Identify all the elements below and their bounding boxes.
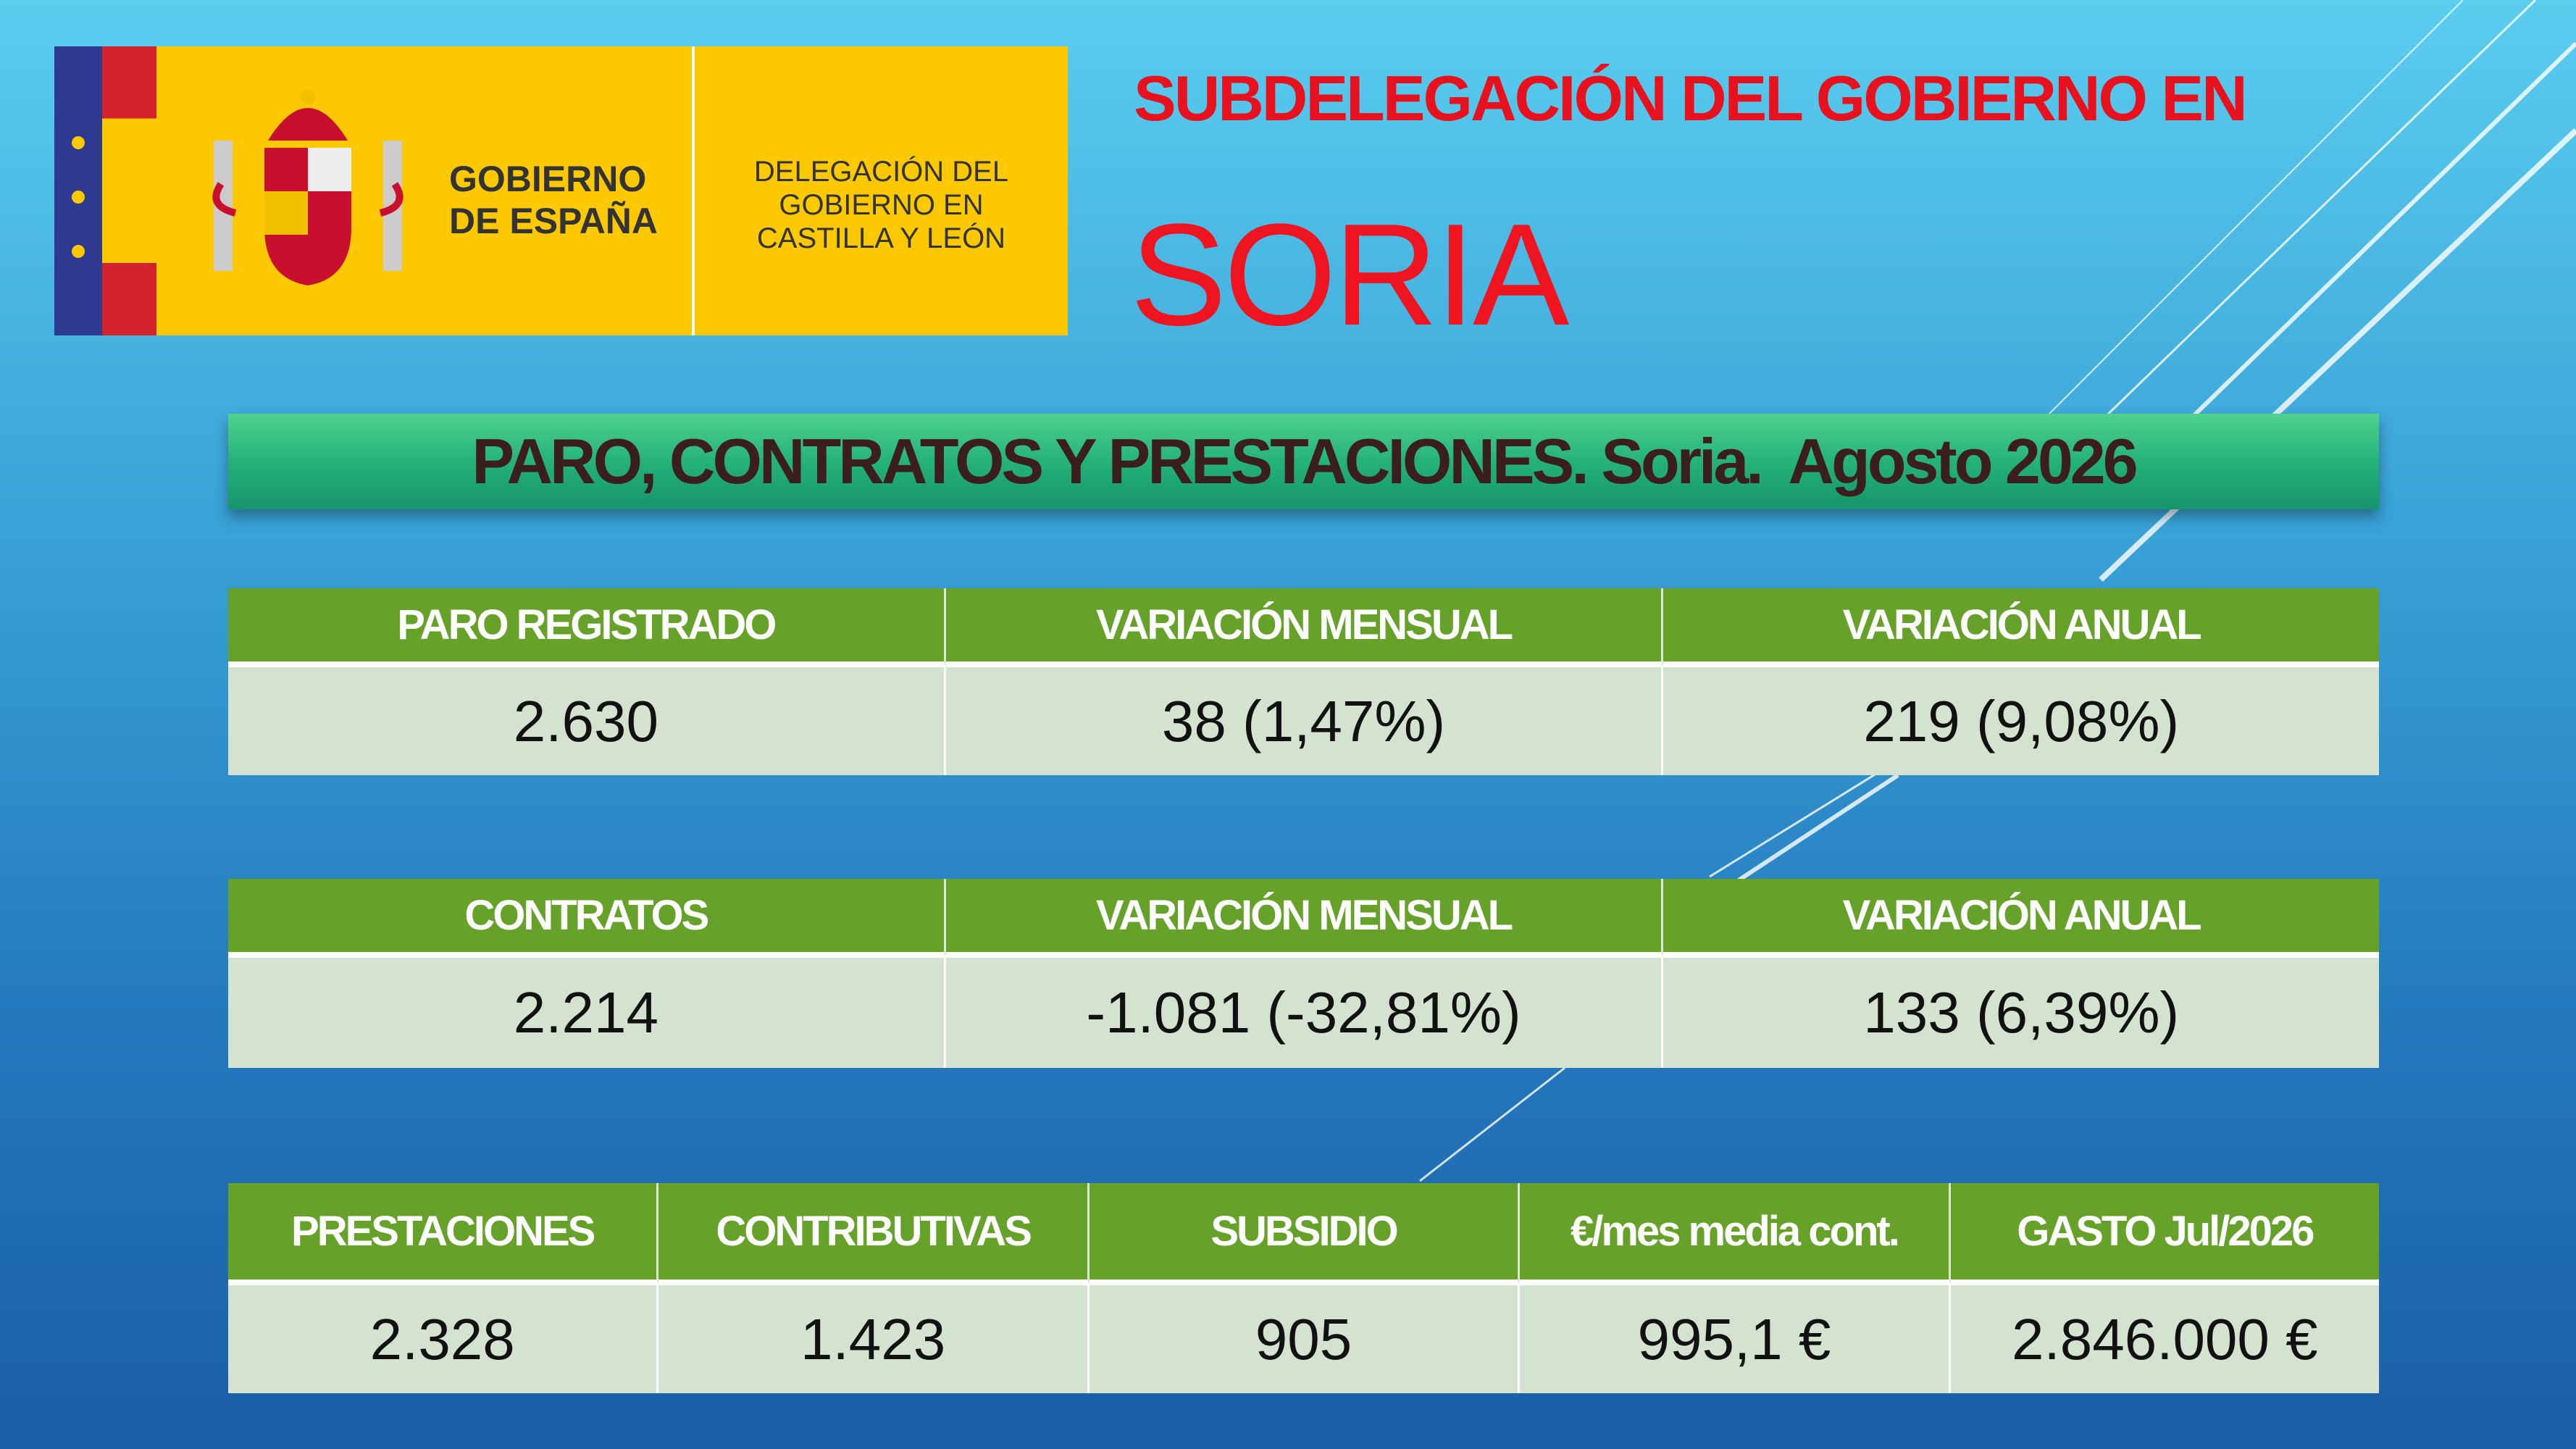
subtitle: SUBDELEGACIÓN DEL GOBIERNO EN [1134, 62, 2248, 134]
table: PARO REGISTRADO VARIACIÓN MENSUAL VARIACIÓ… [228, 588, 2380, 775]
header-cell: VARIACIÓN MENSUAL [945, 879, 1664, 958]
data-cell: 995,1 € [1520, 1285, 1951, 1393]
header-row: PARO REGISTRADO VARIACIÓN MENSUAL VARIACIÓ… [228, 588, 2380, 667]
logo: GOBIERNO DE ESPAÑA DELEGACIÓN DEL GOBIER… [54, 46, 1068, 335]
header-cell: CONTRATOS [228, 879, 946, 958]
table: CONTRATOS VARIACIÓN MENSUAL VARIACIÓN ANUA… [228, 879, 2380, 1068]
header-cell: VARIACIÓN MENSUAL [945, 588, 1664, 667]
data-cell: 38 (1,47%) [945, 667, 1664, 775]
header-row: CONTRATOS VARIACIÓN MENSUAL VARIACIÓN ANUA… [228, 879, 2380, 958]
header-cell: PARO REGISTRADO [228, 588, 946, 667]
data-cell: 2.846.000 € [1950, 1285, 2380, 1393]
logo-text: DELEGACIÓN DEL GOBIERNO EN CASTILLA Y LE… [695, 155, 1068, 255]
stars [72, 136, 85, 258]
header-cell: PRESTACIONES [228, 1183, 659, 1285]
coat-of-arms [212, 90, 403, 285]
banner: PARO, CONTRATOS Y PRESTACIONES. Soria. A… [228, 414, 2379, 509]
data-cell: 2.630 [228, 667, 946, 775]
data-row: 2.328 1.423 905 995,1 €2.846.000 € [228, 1285, 2380, 1393]
logo-line: GOBIERNO [449, 159, 647, 199]
data-cell: 219 (9,08%) [1663, 667, 2380, 775]
data-cell: 1.423 [658, 1285, 1090, 1393]
data-cell: 2.214 [228, 958, 946, 1068]
data-cell: 2.328 [228, 1285, 659, 1393]
logo-line: GOBIERNO EN [779, 189, 984, 221]
header-row: PRESTACIONES CONTRIBUTIVAS SUBSIDIO €/mes m… [228, 1183, 2380, 1285]
flag-strip [102, 46, 156, 335]
header-cell: VARIACIÓN ANUAL [1663, 879, 2380, 958]
data-cell: 905 [1089, 1285, 1521, 1393]
table: PRESTACIONES CONTRIBUTIVAS SUBSIDIO €/mes m… [228, 1183, 2380, 1393]
header-cell: CONTRIBUTIVAS [658, 1183, 1090, 1285]
logo-line: DELEGACIÓN DEL [753, 156, 1009, 188]
logo-line: CASTILLA Y LEÓN [756, 222, 1006, 254]
logo-line: DE ESPAÑA [449, 200, 658, 241]
logo-divider [692, 46, 695, 335]
data-row: 2.630 38 (1,47%) 219 (9,08%) [228, 667, 2380, 775]
header-cell: €/mes media cont. [1520, 1183, 1951, 1285]
data-row: 2.214 -1.081 (-32,81%) 133 (6,39%) [228, 958, 2380, 1068]
header-cell: VARIACIÓN ANUAL [1663, 588, 2380, 667]
logo-text: GOBIERNO DE ESPAÑA [449, 159, 658, 242]
header-cell: GASTO Jul/2026 [1950, 1183, 2380, 1285]
title: SORIA [1130, 194, 1569, 356]
header-cell: SUBSIDIO [1089, 1183, 1521, 1285]
data-cell: -1.081 (-32,81%) [945, 958, 1664, 1068]
data-cell: 133 (6,39%) [1663, 958, 2380, 1068]
